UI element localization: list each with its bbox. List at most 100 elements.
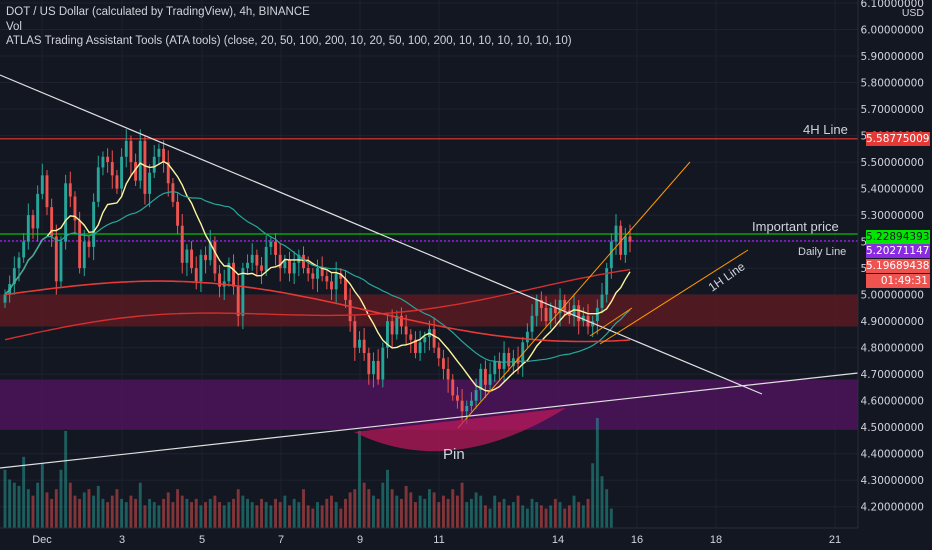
volume-bar xyxy=(483,505,487,528)
candle-body xyxy=(227,262,231,282)
volume-bar xyxy=(591,463,595,528)
candle-body xyxy=(68,183,72,197)
candle-body xyxy=(530,315,534,332)
volume-bar xyxy=(479,495,483,528)
indicator-legend[interactable]: ATLAS Trading Assistant Tools (ATA tools… xyxy=(6,35,572,47)
volume-bar xyxy=(152,502,156,528)
volume-bar xyxy=(348,492,352,528)
volume-bar xyxy=(54,489,58,528)
candle-body xyxy=(82,241,86,269)
volume-bar xyxy=(166,492,170,528)
volume-bar xyxy=(581,505,585,528)
price-tag-last: 5.19689438 xyxy=(866,259,930,273)
volume-bar xyxy=(563,508,567,528)
volume-bar xyxy=(414,502,417,528)
candle-body xyxy=(595,307,599,322)
candle-body xyxy=(544,307,548,322)
volume-bar xyxy=(218,502,221,528)
candle-body xyxy=(619,225,623,255)
volume-bar xyxy=(334,502,338,528)
volume-bar xyxy=(176,489,180,528)
volume-bar xyxy=(180,495,184,528)
volume-bar xyxy=(339,508,343,528)
candle-body xyxy=(199,254,203,282)
candle-body xyxy=(353,321,357,348)
label-4h-line: 4H Line xyxy=(803,122,848,137)
candle-body xyxy=(45,175,49,208)
y-tick-label: 5.00000000 xyxy=(861,290,924,302)
volume-bar xyxy=(124,502,128,528)
candle-body xyxy=(404,326,408,335)
candle-body xyxy=(469,400,473,406)
candle-body xyxy=(441,358,445,369)
candle-body xyxy=(302,254,305,269)
volume-bar xyxy=(488,508,492,528)
candle-body xyxy=(316,268,319,279)
volume-bar xyxy=(395,495,399,528)
volume-legend[interactable]: Vol xyxy=(6,21,22,33)
y-tick-label: 5.80000000 xyxy=(861,78,924,90)
volume-bar xyxy=(521,505,525,528)
candle-body xyxy=(59,241,63,282)
candle-body xyxy=(241,268,245,316)
symbol-legend[interactable]: DOT / US Dollar (calculated by TradingVi… xyxy=(6,6,310,18)
volume-bar xyxy=(302,489,305,528)
candle-body xyxy=(455,395,459,401)
volume-bar xyxy=(292,498,296,528)
x-tick-label: 11 xyxy=(433,534,444,546)
candle-body xyxy=(348,299,352,322)
volume-bar xyxy=(264,502,268,528)
y-tick-label: 6.10000000 xyxy=(861,0,924,10)
candle-body xyxy=(166,162,170,184)
candle-body xyxy=(120,156,124,189)
volume-bar xyxy=(353,489,357,528)
candle-body xyxy=(283,260,287,269)
volume-bar xyxy=(320,505,324,528)
candle-body xyxy=(148,172,152,194)
volume-bar xyxy=(577,502,581,528)
candle-body xyxy=(358,339,361,348)
y-tick-label: 4.30000000 xyxy=(861,475,924,487)
volume-bar xyxy=(367,489,371,528)
candle-body xyxy=(474,390,478,401)
candle-body xyxy=(204,254,208,261)
volume-bar xyxy=(474,492,478,528)
candle-body xyxy=(171,183,175,202)
label-daily-line: Daily Line xyxy=(798,246,846,258)
candle-body xyxy=(96,167,100,202)
volume-bar xyxy=(106,502,110,528)
channel-lower-line xyxy=(589,307,633,337)
candle-body xyxy=(162,148,166,163)
volume-bar xyxy=(78,498,82,528)
candle-body xyxy=(432,329,436,348)
volume-bar xyxy=(110,495,114,528)
candle-body xyxy=(143,140,147,194)
volume-bar xyxy=(567,505,571,528)
x-tick-label: 5 xyxy=(199,534,205,546)
volume-bar xyxy=(446,498,450,528)
volume-bar xyxy=(381,482,385,528)
candle-body xyxy=(451,379,455,396)
volume-bar xyxy=(530,498,534,528)
volume-bar xyxy=(255,505,259,528)
volume-bar xyxy=(595,418,599,528)
label-pin: Pin xyxy=(443,446,465,463)
volume-bar xyxy=(204,502,208,528)
y-tick-label: 5.50000000 xyxy=(861,157,924,169)
pin-highlight xyxy=(354,408,566,452)
candle-body xyxy=(395,315,399,335)
volume-bar xyxy=(12,482,16,528)
candle-body xyxy=(185,249,189,263)
candle-body xyxy=(110,162,114,176)
volume-bar xyxy=(376,498,380,528)
candle-body xyxy=(264,246,268,271)
volume-bar xyxy=(455,495,459,528)
volume-bar xyxy=(120,498,124,528)
candle-body xyxy=(176,201,180,226)
channel-upper-line xyxy=(457,161,691,429)
candle-body xyxy=(372,360,375,375)
candle-body xyxy=(414,339,417,353)
candle-body xyxy=(525,331,529,343)
candle-body xyxy=(269,241,273,247)
